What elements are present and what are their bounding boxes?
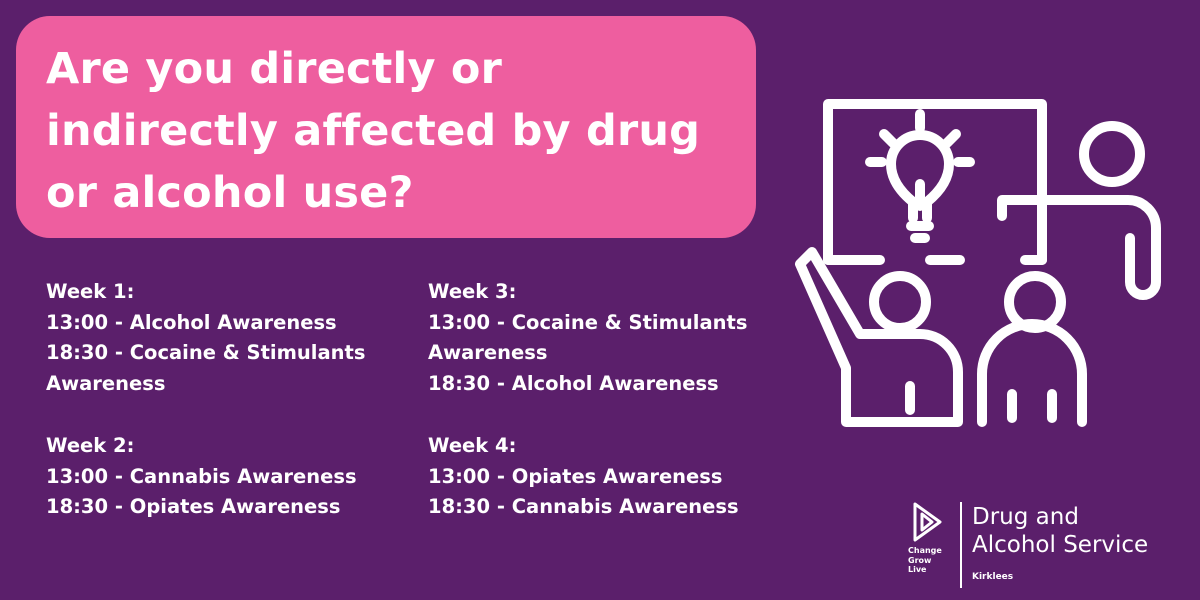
schedule-week-3: Week 3: 13:00 - Cocaine & Stimulants Awa… <box>428 277 763 399</box>
service-line: Alcohol Service <box>972 532 1149 558</box>
presentation-lightbulb-icon <box>795 99 1161 427</box>
logo-line: Grow <box>908 555 932 565</box>
session-item: 13:00 - Opiates Awareness <box>428 464 723 488</box>
headline-banner: Are you directly or indirectly affected … <box>16 16 756 238</box>
session-item: 13:00 - Alcohol Awareness <box>46 310 337 334</box>
headline-line: indirectly affected by drug <box>46 106 701 156</box>
headline-line: or alcohol use? <box>46 168 414 218</box>
logo-line: Live <box>908 565 927 574</box>
change-grow-live-logo-icon <box>913 502 942 542</box>
session-item: 13:00 - Cannabis Awareness <box>46 464 357 488</box>
headline-line: Are you directly or <box>46 44 502 94</box>
week-title: Week 3: <box>428 280 517 303</box>
logo-divider <box>960 502 962 588</box>
schedule-week-1: Week 1: 13:00 - Alcohol Awareness 18:30 … <box>46 277 386 399</box>
service-name: Drug and Alcohol Service <box>972 503 1148 559</box>
session-item: 18:30 - Opiates Awareness <box>46 495 341 518</box>
week-title: Week 1: <box>46 280 135 303</box>
week-title: Week 4: <box>428 434 517 457</box>
session-item: 18:30 - Alcohol Awareness <box>428 371 719 395</box>
logo-text: Change Grow Live <box>908 546 958 575</box>
session-item: 13:00 - Cocaine & Stimulants Awareness <box>428 310 748 365</box>
headline-title: Are you directly or indirectly affected … <box>46 38 700 224</box>
session-item: 18:30 - Cocaine & Stimulants Awareness <box>46 341 366 395</box>
session-item: 18:30 - Cannabis Awareness <box>428 495 739 518</box>
logo-line: Change <box>908 546 942 555</box>
service-area: Kirklees <box>972 572 1014 582</box>
week-title: Week 2: <box>46 434 135 457</box>
schedule-week-2: Week 2: 13:00 - Cannabis Awareness 18:30… <box>46 431 386 523</box>
schedule-week-4: Week 4: 13:00 - Opiates Awareness 18:30 … <box>428 431 763 523</box>
service-line: Drug and <box>972 504 1079 530</box>
